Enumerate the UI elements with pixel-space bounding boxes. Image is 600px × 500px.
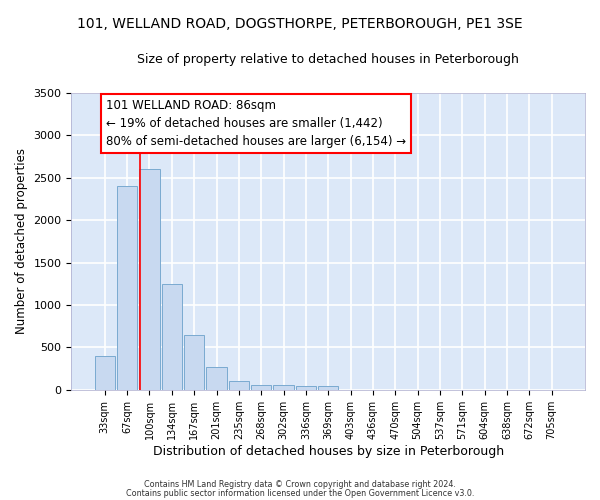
Bar	[162, 284, 182, 390]
Bar	[296, 386, 316, 390]
Bar	[251, 385, 271, 390]
Text: Contains public sector information licensed under the Open Government Licence v3: Contains public sector information licen…	[126, 489, 474, 498]
Title: Size of property relative to detached houses in Peterborough: Size of property relative to detached ho…	[137, 52, 519, 66]
Bar	[117, 186, 137, 390]
Y-axis label: Number of detached properties: Number of detached properties	[15, 148, 28, 334]
Bar	[229, 382, 249, 390]
Bar	[139, 170, 160, 390]
Bar	[184, 334, 204, 390]
Text: Contains HM Land Registry data © Crown copyright and database right 2024.: Contains HM Land Registry data © Crown c…	[144, 480, 456, 489]
Text: 101, WELLAND ROAD, DOGSTHORPE, PETERBOROUGH, PE1 3SE: 101, WELLAND ROAD, DOGSTHORPE, PETERBORO…	[77, 18, 523, 32]
Text: 101 WELLAND ROAD: 86sqm
← 19% of detached houses are smaller (1,442)
80% of semi: 101 WELLAND ROAD: 86sqm ← 19% of detache…	[106, 99, 406, 148]
Bar	[274, 385, 293, 390]
X-axis label: Distribution of detached houses by size in Peterborough: Distribution of detached houses by size …	[152, 444, 504, 458]
Bar	[318, 386, 338, 390]
Bar	[95, 356, 115, 390]
Bar	[206, 367, 227, 390]
